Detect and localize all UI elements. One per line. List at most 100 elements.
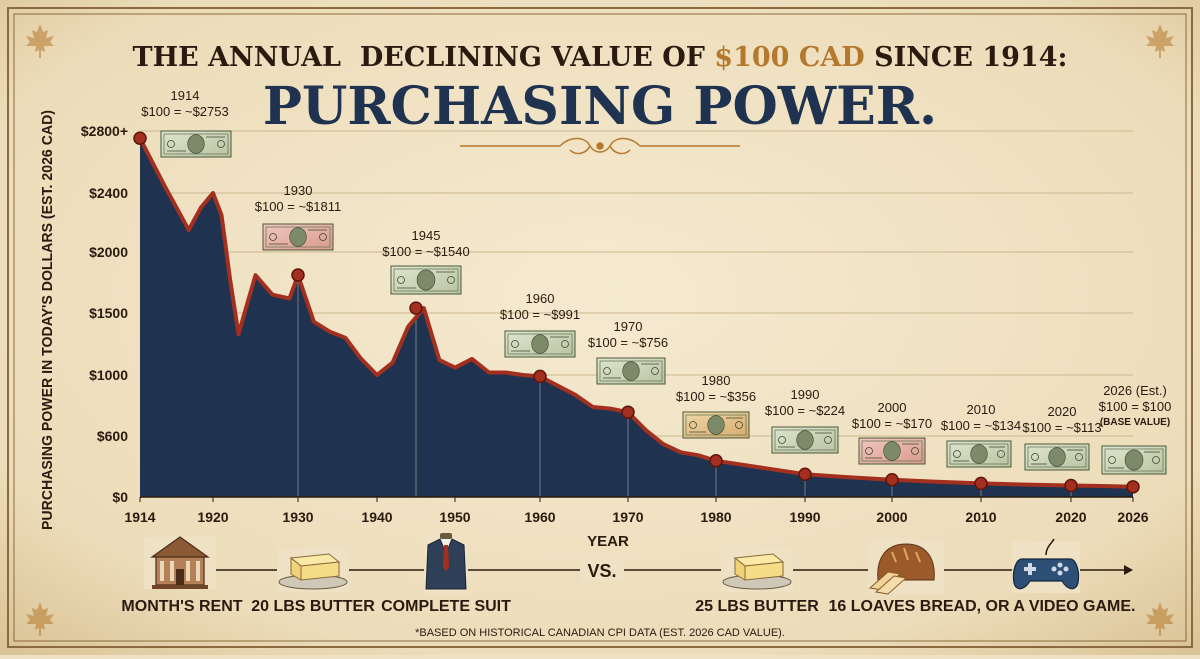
y-tick-label: $1000 <box>89 367 128 383</box>
y-tick-label: $1500 <box>89 305 128 321</box>
y-tick-label: $600 <box>97 428 128 444</box>
annotation-value: $100 = ~$224 <box>765 403 845 418</box>
inner-frame <box>13 13 1187 642</box>
x-tick-label: 2026 <box>1117 509 1148 525</box>
annotation-year: 1960 <box>526 291 555 306</box>
comparison-label-butter-25: 25 LBS BUTTER <box>695 598 819 615</box>
area-shape <box>140 138 1133 498</box>
data-point <box>133 131 147 146</box>
x-tick-label: 2000 <box>876 509 907 525</box>
data-point <box>291 268 305 282</box>
annotation-value: $100 = ~$991 <box>500 307 580 322</box>
annotation-value: $100 = $100 <box>1099 399 1172 414</box>
annotation-2000: 2000$100 = ~$170 <box>852 400 932 465</box>
x-tick-label: 2010 <box>965 509 996 525</box>
data-point <box>709 454 723 468</box>
maple-leaf-icon <box>26 24 54 58</box>
bread-icon <box>868 540 944 595</box>
annotation-value: $100 = ~$134 <box>941 418 1021 433</box>
maple-leaf-icon <box>26 602 54 636</box>
banknote-icon <box>262 223 334 251</box>
x-tick-label: 1920 <box>197 509 228 525</box>
x-tick-label: 1940 <box>361 509 392 525</box>
drop-lines <box>297 275 1072 497</box>
annotation-2026: 2026 (Est.)$100 = $100 (BASE VALUE) <box>1099 383 1172 475</box>
x-tick-label: 1960 <box>524 509 555 525</box>
x-axis: 1914 1920 1930 1940 1950 1960 1970 1980 1990 2000… <box>124 496 1149 525</box>
annotation-1914: 1914$100 = ~$2753 <box>141 88 232 158</box>
annotation-1980: 1980$100 = ~$356 <box>676 373 756 439</box>
banknote-icon <box>390 265 462 295</box>
comparison-label-rent: MONTH'S RENT <box>121 598 242 615</box>
suit-icon <box>424 533 468 595</box>
vs-backdrop <box>580 559 624 581</box>
page-title: PURCHASING POWER. <box>263 76 937 137</box>
annotation-value: $100 = ~$1811 <box>255 199 342 214</box>
annotation-value: $100 = ~$1540 <box>382 244 469 259</box>
x-tick-label: 1950 <box>439 509 470 525</box>
annotation-1945: 1945$100 = ~$1540 <box>382 228 470 295</box>
arrow-head <box>1124 565 1133 575</box>
annotation-1960: 1960$100 = ~$991 <box>500 291 580 358</box>
annotation-year: 2020 <box>1048 404 1077 419</box>
data-point <box>885 472 899 487</box>
banknote-icon <box>771 426 839 454</box>
banknote-icon <box>504 330 576 358</box>
annotation-note: (BASE VALUE) <box>1100 417 1170 428</box>
annotation-value: $100 = ~$113 <box>1022 420 1101 435</box>
maple-leaf-shape <box>26 602 54 636</box>
banknote-icon <box>596 357 666 385</box>
annotation-year: 1980 <box>702 373 731 388</box>
annotation-year: 2026 (Est.) <box>1103 383 1167 398</box>
butter-icon <box>721 548 793 592</box>
title-flourish <box>460 137 740 155</box>
x-tick-label: 1914 <box>124 509 155 525</box>
gamepad-icon <box>1012 538 1080 593</box>
data-point <box>974 476 988 491</box>
house-icon <box>144 536 216 589</box>
maple-leaf-shape <box>1146 602 1174 636</box>
outer-frame <box>7 7 1193 648</box>
area-fill <box>140 138 1133 498</box>
banknote-icon <box>946 440 1012 468</box>
x-tick-label: 1930 <box>282 509 313 525</box>
x-axis-label: YEAR <box>587 533 629 550</box>
banknote-icon <box>160 130 232 158</box>
data-point <box>409 301 423 315</box>
annotation-year: 1990 <box>791 387 820 402</box>
banknote-icon <box>1101 445 1167 475</box>
data-point <box>1064 478 1078 493</box>
annotation-2010: 2010$100 = ~$134 <box>941 402 1021 468</box>
y-axis-label: PURCHASING POWER IN TODAY'S DOLLARS (EST… <box>39 110 56 530</box>
banknote-icon <box>682 411 750 439</box>
annotation-year: 1930 <box>284 183 313 198</box>
annotation-year: 2010 <box>967 402 996 417</box>
maple-leaf-icon <box>1146 602 1174 636</box>
annotation-value: $100 = ~$170 <box>852 416 932 431</box>
series-line-path <box>138 137 1134 489</box>
header-subtitle: THE ANNUAL DECLINING VALUE OF $100 CAD S… <box>132 42 1067 73</box>
annotation-year: 1970 <box>614 319 643 334</box>
y-tick-label: $2000 <box>89 244 128 260</box>
data-point <box>1126 480 1140 494</box>
annotation-value: $100 = ~$356 <box>676 389 756 404</box>
x-tick-label: 1970 <box>612 509 643 525</box>
annotation-value: $100 = ~$756 <box>588 335 668 350</box>
x-tick-label: 1980 <box>700 509 731 525</box>
y-tick-label: $0 <box>112 489 128 505</box>
annotation-value: $100 = ~$2753 <box>141 104 228 119</box>
annotation-1990: 1990$100 = ~$224 <box>765 387 845 454</box>
series-line <box>138 137 1134 489</box>
footnote: *BASED ON HISTORICAL CANADIAN CPI DATA (… <box>415 627 785 639</box>
comparison-label-suit: COMPLETE SUIT <box>381 598 511 615</box>
banknote-icon <box>1024 443 1090 471</box>
comparison-row: VS. MONTH'S RENT <box>121 533 1136 615</box>
data-point <box>798 467 812 481</box>
data-points <box>133 131 1140 494</box>
annotation-year: 1945 <box>412 228 441 243</box>
annotation-year: 2000 <box>878 400 907 415</box>
y-tick-label: $2800+ <box>81 123 128 139</box>
data-point <box>533 369 547 384</box>
